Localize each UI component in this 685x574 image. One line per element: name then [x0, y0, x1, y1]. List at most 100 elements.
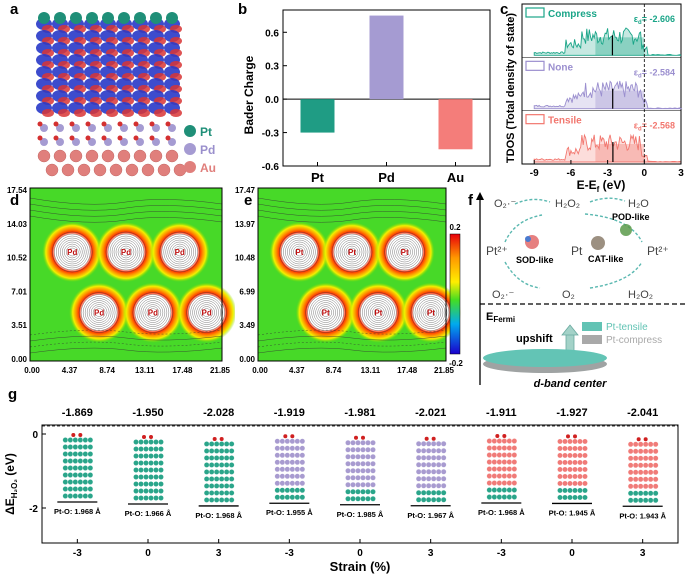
g-slab-atom: [652, 469, 659, 476]
g-slab-atom: [360, 447, 366, 453]
contour-ring: [321, 308, 330, 317]
contour-xtick-label: 4.37: [289, 366, 305, 375]
au-atom: [93, 163, 107, 177]
contour-ring: [319, 306, 332, 319]
g-slab-atom: [425, 469, 432, 475]
pd-atom: [104, 124, 112, 132]
upshift-arrow-head: [561, 324, 579, 336]
g-slab-atom: [67, 479, 74, 485]
g-slab-atom: [218, 497, 225, 503]
cat-enzyme-icon: [591, 236, 605, 250]
contour-ring: [345, 245, 359, 259]
g-slab-atom: [294, 466, 301, 472]
g-slab-atom: [228, 497, 235, 503]
contour-ring: [140, 300, 166, 325]
g-slab-atom: [213, 455, 220, 461]
contour-ring: [115, 241, 137, 263]
contour-ring: [119, 245, 133, 259]
g-slab-atom: [72, 451, 79, 457]
g-slab-atom: [415, 455, 422, 461]
g-slab-atom: [415, 476, 422, 482]
g-slab-atom: [72, 458, 79, 464]
contour-ytick-label: 17.47: [235, 186, 256, 195]
g-slab-atom: [203, 483, 210, 489]
contour-ring: [62, 241, 83, 263]
g-slab-atom: [294, 445, 301, 451]
contour-ring: [315, 302, 336, 323]
g-slab-atom: [435, 448, 442, 454]
contour-ring: [80, 294, 118, 331]
g-slab-atom: [370, 447, 376, 453]
charge-dot: [165, 135, 171, 141]
g-slab-atom: [274, 459, 281, 465]
contour-ring: [307, 294, 344, 331]
g-slab-atom: [345, 496, 351, 502]
g-slab-atom: [87, 465, 94, 471]
g-slab-atom: [223, 448, 230, 454]
g-slab-atom: [557, 487, 563, 494]
g-slab-atom: [345, 482, 351, 488]
g-slab-atom: [652, 455, 659, 462]
pd-contour-map: Pd Pd Pd Pd Pd Pd 17.54 14.03 10.52 7.01 3.51 0.00…: [7, 186, 235, 375]
g-slab-atom: [365, 454, 371, 460]
g-slab-atom: [218, 441, 225, 447]
g-slab-atom: [223, 497, 230, 503]
contour-ring: [109, 235, 143, 269]
tdos-xtick-label: 0: [642, 168, 648, 179]
g-slab-atom: [365, 475, 371, 481]
g-slab-atom: [355, 440, 361, 446]
contour-ring: [60, 239, 85, 265]
tdos-filled-compress: [595, 37, 645, 56]
g-slab-atom: [153, 474, 159, 480]
g-slab-atom: [148, 446, 154, 452]
colorbar-max: 0.2: [449, 223, 461, 232]
g-slab-atom: [62, 479, 69, 485]
g-slab-atom: [62, 465, 69, 471]
g-value-label: -1.927: [556, 407, 587, 419]
g-slab-atom: [567, 459, 573, 466]
species-h2o2-top: H₂O₂: [555, 198, 580, 210]
contour-xtick-label: 8.74: [99, 366, 115, 375]
g-slab-atom: [72, 437, 79, 443]
contour-ring: [146, 306, 160, 319]
g-slab-atom: [370, 496, 376, 502]
g-slab-atom: [138, 474, 144, 480]
g-bond-label: Pt-O: 1.966 Å: [125, 509, 172, 518]
species-o2-bottom: O₂: [562, 289, 575, 301]
g-slab-atom: [82, 479, 89, 485]
contour-ring: [311, 298, 340, 327]
au-atom: [101, 149, 115, 163]
g-slab-atom: [430, 462, 437, 468]
g-slab-atom: [203, 448, 210, 454]
g-value-label: -2.028: [203, 407, 234, 419]
bader-ytick-label: -0.3: [262, 129, 280, 140]
g-slab-atom: [213, 497, 220, 503]
g-slab-atom: [491, 459, 498, 465]
g-slab-atom: [208, 483, 215, 489]
g-slab-atom: [67, 437, 74, 443]
atom-label: Pt: [374, 309, 382, 318]
contour-line: [257, 347, 447, 354]
atom-label: Pd: [67, 248, 77, 257]
g-slab-atom: [223, 455, 230, 461]
g-slab-atom: [62, 444, 69, 450]
g-value-label: -2.041: [627, 407, 658, 419]
contour-ring: [384, 231, 425, 273]
g-slab-atom: [294, 473, 301, 479]
bader-ytick-label: 0.3: [265, 62, 279, 73]
g-slab-atom: [82, 465, 89, 471]
g-slab-atom: [133, 467, 139, 473]
au-atom: [69, 149, 83, 163]
g-slab-atom: [355, 447, 361, 453]
contour-ring: [173, 245, 186, 259]
atom-label: Pd: [94, 309, 104, 318]
g-slab-atom: [567, 452, 573, 459]
contour-ring: [92, 306, 106, 319]
g-slab-atom: [637, 462, 644, 469]
panel-label-a: a: [10, 1, 19, 18]
g-slab-atom: [435, 462, 442, 468]
g-slab-atom: [642, 448, 649, 455]
g-slab-atom: [355, 454, 361, 460]
g-slab-atom: [355, 496, 361, 502]
contour-ring: [366, 300, 391, 325]
